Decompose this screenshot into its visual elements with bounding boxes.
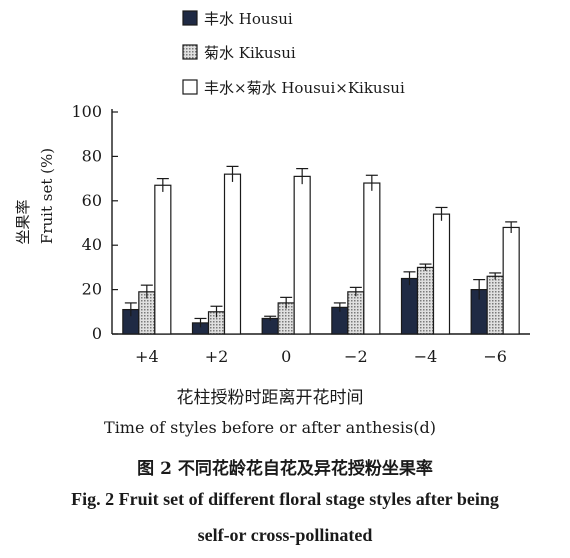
y-axis-label-chinese: 坐果率 bbox=[14, 199, 32, 244]
figure-caption-english-line-2: self-or cross-pollinated bbox=[197, 525, 373, 545]
bar-2-4 bbox=[432, 213, 451, 335]
x-axis-label-english: Time of styles before or after anthesis(… bbox=[104, 418, 436, 437]
x-tick-label-1: +2 bbox=[205, 347, 229, 366]
bar-1-5 bbox=[486, 275, 504, 335]
legend-label-0: 丰水 Housui bbox=[204, 10, 293, 28]
x-tick-label-5: −6 bbox=[483, 347, 507, 366]
bar-2-0 bbox=[154, 184, 172, 335]
bar-1-3 bbox=[347, 291, 365, 335]
y-tick-label-40: 40 bbox=[82, 235, 102, 254]
bar-0-4 bbox=[400, 277, 419, 335]
x-axis-label-chinese: 花柱授粉时距离开花时间 bbox=[177, 388, 364, 408]
y-tick-label-80: 80 bbox=[82, 146, 102, 165]
bar-2-5 bbox=[502, 226, 520, 335]
y-axis-label-english: Fruit set (%) bbox=[38, 148, 56, 244]
bar-0-2 bbox=[261, 317, 279, 335]
bar-1-4 bbox=[416, 266, 435, 335]
y-tick-label-20: 20 bbox=[82, 280, 102, 299]
y-tick-label-0: 0 bbox=[92, 324, 102, 343]
bar-2-3 bbox=[363, 182, 381, 335]
x-tick-label-0: +4 bbox=[135, 347, 159, 366]
bar-2-1 bbox=[223, 173, 242, 335]
legend: 丰水 Housui 菊水 Kikusui 丰水×菊水 Housui×Kikusui bbox=[182, 10, 405, 97]
legend-swatch-2 bbox=[182, 79, 198, 95]
y-tick-label-100: 100 bbox=[71, 102, 102, 121]
bars: +4 +2 0 −2 −4 −6 bbox=[122, 165, 520, 366]
x-tick-label-3: −2 bbox=[344, 347, 368, 366]
legend-label-1: 菊水 Kikusui bbox=[204, 44, 296, 62]
axis-labels: 坐果率 Fruit set (%) 花柱授粉时距离开花时间 Time of style… bbox=[14, 148, 436, 437]
x-tick-label-2: 0 bbox=[281, 347, 291, 366]
x-tick-label-4: −4 bbox=[414, 347, 438, 366]
legend-swatch-0 bbox=[182, 10, 198, 26]
y-tick-label-60: 60 bbox=[82, 191, 102, 210]
bar-2-2 bbox=[293, 175, 311, 335]
figure-caption-chinese: 图 2 不同花龄花自花及异花授粉坐果率 bbox=[137, 459, 433, 479]
legend-swatch-1 bbox=[182, 44, 198, 60]
figure-caption-english-line-1: Fig. 2 Fruit set of different floral sta… bbox=[71, 489, 499, 509]
legend-label-2: 丰水×菊水 Housui×Kikusui bbox=[204, 79, 405, 97]
axes: 0 20 40 60 80 100 bbox=[71, 102, 530, 343]
